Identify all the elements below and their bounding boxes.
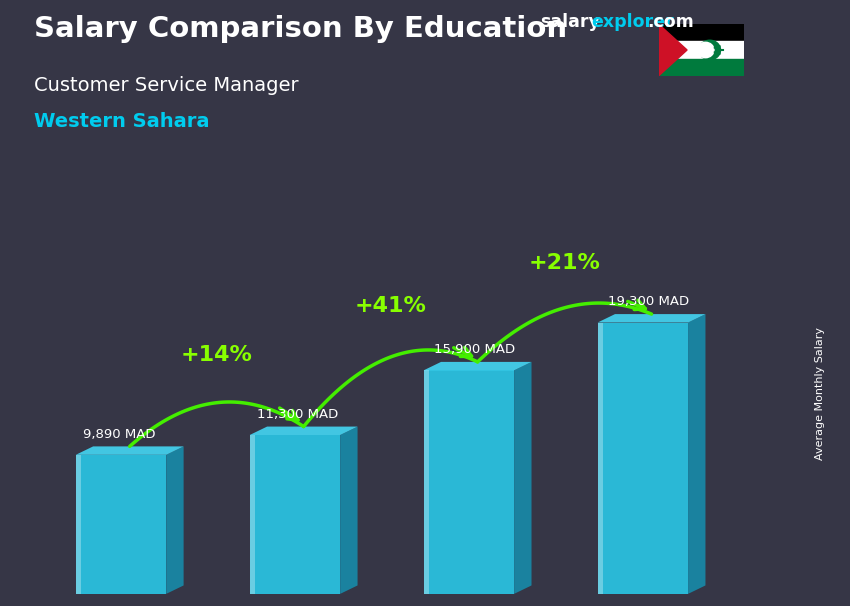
Text: explorer: explorer (591, 13, 673, 32)
Text: .com: .com (648, 13, 694, 32)
Polygon shape (76, 455, 167, 594)
Polygon shape (598, 322, 603, 594)
Text: Average Monthly Salary: Average Monthly Salary (815, 327, 825, 461)
Polygon shape (514, 362, 531, 594)
Text: Customer Service Manager: Customer Service Manager (34, 76, 298, 95)
Polygon shape (423, 362, 531, 370)
Text: +14%: +14% (181, 345, 252, 365)
Polygon shape (250, 435, 255, 594)
Text: 9,890 MAD: 9,890 MAD (82, 428, 156, 441)
Polygon shape (423, 370, 514, 594)
Polygon shape (688, 314, 706, 594)
Bar (659, 41, 744, 59)
Circle shape (716, 48, 721, 52)
Polygon shape (250, 427, 358, 435)
Polygon shape (76, 447, 184, 455)
Text: +41%: +41% (354, 296, 427, 316)
Text: Salary Comparison By Education: Salary Comparison By Education (34, 15, 567, 43)
Circle shape (699, 40, 721, 60)
Text: 11,300 MAD: 11,300 MAD (257, 408, 338, 421)
Polygon shape (76, 455, 81, 594)
Text: Western Sahara: Western Sahara (34, 112, 209, 131)
Text: 19,300 MAD: 19,300 MAD (608, 296, 689, 308)
Text: salary: salary (540, 13, 599, 32)
Polygon shape (250, 435, 340, 594)
Polygon shape (598, 314, 706, 322)
Polygon shape (340, 427, 358, 594)
Polygon shape (598, 322, 688, 594)
Polygon shape (659, 24, 687, 76)
Polygon shape (423, 370, 429, 594)
Polygon shape (167, 447, 184, 594)
Bar (659, 24, 744, 41)
Bar (659, 59, 744, 76)
Circle shape (697, 42, 714, 58)
Text: +21%: +21% (529, 253, 600, 273)
Text: 15,900 MAD: 15,900 MAD (434, 343, 515, 356)
